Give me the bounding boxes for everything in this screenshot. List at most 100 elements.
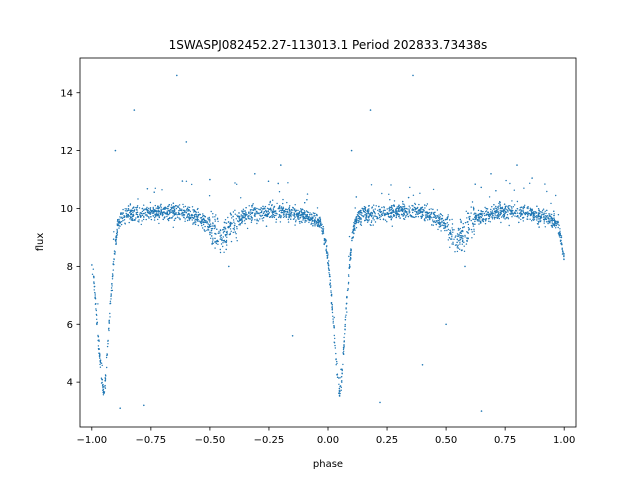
data-point: [141, 208, 143, 210]
data-point: [328, 269, 330, 271]
data-point: [119, 225, 121, 227]
data-point: [243, 213, 245, 215]
data-point: [495, 190, 497, 192]
data-point: [262, 212, 265, 215]
data-point: [347, 274, 350, 276]
data-point: [105, 375, 107, 377]
data-point: [102, 392, 105, 394]
data-point: [306, 193, 309, 195]
data-point: [157, 218, 159, 221]
data-point: [545, 217, 547, 219]
data-point: [461, 240, 464, 243]
data-point: [287, 221, 290, 223]
data-point: [107, 343, 109, 345]
data-point: [499, 213, 502, 216]
data-point: [312, 212, 314, 214]
data-point: [214, 224, 216, 227]
data-point: [295, 213, 298, 215]
data-point: [551, 226, 554, 228]
data-point: [298, 218, 300, 220]
data-point: [341, 381, 343, 383]
data-point: [137, 216, 140, 218]
data-point: [507, 205, 510, 207]
data-point: [177, 213, 180, 216]
data-point: [188, 213, 190, 215]
data-point: [268, 208, 270, 210]
data-point: [309, 214, 311, 216]
data-point: [204, 225, 206, 228]
data-point: [265, 210, 268, 213]
data-point: [217, 220, 219, 223]
data-point: [359, 218, 361, 221]
data-point: [298, 212, 300, 214]
data-point: [269, 202, 271, 204]
data-point: [358, 212, 360, 215]
data-point: [454, 251, 456, 253]
data-point: [248, 216, 250, 218]
data-point: [461, 243, 463, 245]
data-point: [322, 229, 324, 231]
data-point: [153, 219, 156, 221]
data-point: [242, 208, 245, 210]
data-point: [553, 210, 555, 212]
data-point: [340, 368, 342, 371]
data-point: [489, 221, 491, 223]
data-point: [184, 218, 186, 220]
data-point: [139, 214, 141, 216]
data-point: [173, 214, 176, 216]
data-point: [221, 229, 224, 231]
data-point: [474, 218, 476, 220]
data-point: [129, 203, 132, 205]
data-point: [497, 207, 500, 209]
data-point: [96, 318, 98, 320]
data-point: [449, 229, 451, 232]
data-point: [354, 220, 356, 223]
data-point: [364, 214, 366, 216]
data-point: [563, 255, 565, 258]
data-point: [426, 203, 429, 205]
data-point: [239, 224, 241, 226]
data-point: [497, 214, 499, 216]
data-point: [149, 207, 152, 209]
data-point: [489, 211, 492, 213]
data-point: [316, 214, 318, 217]
data-point: [183, 214, 186, 216]
data-point: [97, 339, 99, 342]
data-point: [313, 215, 315, 217]
data-point: [312, 225, 314, 227]
data-point: [297, 217, 299, 219]
data-point: [335, 358, 337, 361]
data-point: [125, 215, 128, 217]
data-point: [324, 241, 326, 243]
data-point: [545, 218, 547, 220]
data-point: [412, 216, 414, 218]
data-point: [183, 209, 185, 212]
data-point: [466, 239, 468, 242]
data-point: [355, 218, 358, 220]
data-point: [158, 206, 160, 209]
data-point: [210, 210, 212, 213]
outlier-point: [176, 74, 178, 77]
data-point: [225, 231, 228, 233]
data-point: [116, 230, 118, 232]
data-point: [104, 387, 107, 389]
data-point: [456, 238, 458, 240]
data-point: [558, 234, 561, 237]
data-point: [219, 238, 222, 240]
data-point: [480, 213, 482, 216]
data-point: [511, 216, 513, 218]
data-point: [299, 222, 301, 224]
data-point: [211, 232, 213, 234]
data-point: [364, 206, 367, 209]
data-point: [449, 232, 451, 235]
data-point: [444, 226, 447, 228]
data-point: [507, 218, 510, 220]
data-point: [194, 223, 197, 226]
data-point: [192, 223, 194, 225]
data-point: [94, 297, 96, 299]
data-point: [512, 213, 514, 215]
data-point: [420, 215, 422, 218]
data-point: [161, 212, 163, 215]
data-point: [262, 217, 265, 219]
data-point: [403, 203, 405, 206]
